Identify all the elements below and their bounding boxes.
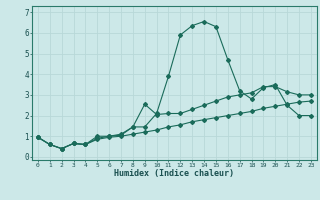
X-axis label: Humidex (Indice chaleur): Humidex (Indice chaleur) bbox=[115, 169, 234, 178]
